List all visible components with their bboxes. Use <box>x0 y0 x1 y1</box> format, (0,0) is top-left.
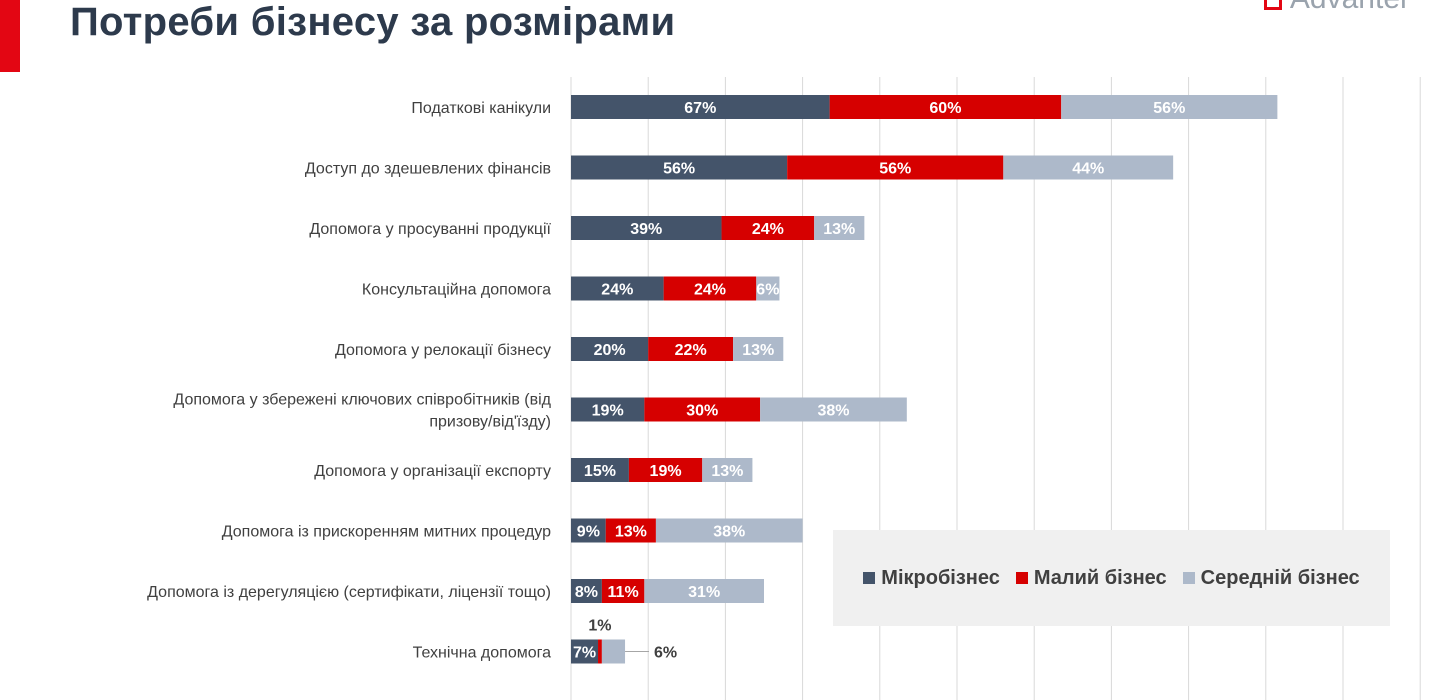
bar-5-series-2 <box>648 337 734 361</box>
page-title: Потреби бізнесу за розмірами <box>70 0 676 44</box>
bar-10-series-2 <box>598 639 602 664</box>
bar-7-series-2 <box>628 458 703 482</box>
data-label-6-series-2: 30% <box>686 403 718 420</box>
bar-3-series-3 <box>814 216 865 240</box>
bar-5-series-3 <box>733 337 784 361</box>
bar-1-series-1 <box>571 95 830 119</box>
bar-4-series-3 <box>756 276 780 301</box>
bar-1-series-2 <box>829 95 1062 119</box>
category-label-3: Допомога у просуванні продукції <box>309 221 551 238</box>
legend-swatch-medium <box>1182 572 1195 584</box>
data-label-4-series-1: 24% <box>601 282 633 299</box>
category-label-1: Податкові канікули <box>411 100 551 117</box>
data-label-8-series-1: 9% <box>577 524 600 541</box>
data-label-2-series-3: 44% <box>1072 161 1104 178</box>
legend-item-small: Малий бізнес <box>1015 566 1167 590</box>
legend-label-medium: Середній бізнес <box>1200 566 1360 589</box>
data-label-9-series-3: 31% <box>688 584 720 601</box>
data-label-7-series-3: 13% <box>711 463 743 480</box>
data-label-5-series-3: 13% <box>742 342 774 359</box>
category-label-6-line-1: Допомога у збережені ключових співробітн… <box>173 392 551 409</box>
legend-swatch-micro <box>863 572 876 584</box>
bar-10-series-1 <box>571 639 599 664</box>
bar-1-series-3 <box>1061 95 1278 119</box>
legend-label-small: Малий бізнес <box>1033 566 1167 589</box>
bar-3-series-1 <box>571 216 722 240</box>
data-label-3-series-2: 24% <box>752 221 784 238</box>
category-label-4: Консультаційна допомога <box>362 282 551 299</box>
legend-label-micro: Мікробізнес <box>881 566 1000 589</box>
bar-6-series-3 <box>760 397 907 422</box>
data-label-7-series-2: 19% <box>650 463 682 480</box>
data-label-8-series-3: 38% <box>713 524 745 541</box>
data-label-2-series-1: 56% <box>663 161 695 178</box>
data-label-9-series-2: 11% <box>608 584 639 601</box>
data-label-6-series-3: 38% <box>817 403 849 420</box>
bar-4-series-2 <box>663 276 757 301</box>
bar-8-series-2 <box>605 518 656 543</box>
data-label-8-series-2: 13% <box>615 524 647 541</box>
bar-2-series-2 <box>787 155 1004 180</box>
data-label-1-series-3: 56% <box>1153 100 1185 117</box>
data-label-4-series-2: 24% <box>694 282 726 299</box>
data-label-3-series-3: 13% <box>823 221 855 238</box>
bar-7-series-3 <box>702 458 753 482</box>
data-label-10-series-2: 1% <box>588 618 611 635</box>
chart-legend: Мікробізнес Малий бізнес Середній бізнес <box>833 530 1390 626</box>
data-label-2-series-2: 56% <box>879 161 911 178</box>
accent-strip <box>0 0 20 72</box>
data-label-10-series-3: 6% <box>654 645 677 662</box>
data-label-4-series-3: 6% <box>756 282 779 299</box>
data-label-10-series-1: 7% <box>573 645 596 662</box>
bar-3-series-2 <box>721 216 815 240</box>
data-label-9-series-1: 8% <box>575 584 598 601</box>
legend-item-micro: Мікробізнес <box>863 567 1000 590</box>
category-label-8: Допомога із прискоренням митних процедур <box>222 524 551 541</box>
bar-7-series-1 <box>571 458 629 482</box>
bar-6-series-1 <box>571 397 645 422</box>
bar-8-series-1 <box>571 518 606 543</box>
bar-10-series-3 <box>601 639 626 664</box>
category-label-7: Допомога у організації експорту <box>314 463 551 480</box>
data-label-3-series-1: 39% <box>630 221 662 238</box>
bar-2-series-3 <box>1003 155 1174 180</box>
logo-mark-icon <box>1263 0 1282 10</box>
bar-9-series-1 <box>571 579 602 603</box>
bar-8-series-3 <box>655 518 803 543</box>
bar-4-series-1 <box>571 276 664 301</box>
bar-6-series-2 <box>644 397 761 422</box>
data-label-5-series-1: 20% <box>594 342 626 359</box>
category-label-2: Доступ до здешевлених фінансів <box>305 161 551 178</box>
data-label-7-series-1: 15% <box>584 463 616 480</box>
bar-2-series-1 <box>571 155 788 180</box>
legend-swatch-small <box>1015 572 1028 584</box>
category-label-9: Допомога із дерегуляцією (сертифікати, л… <box>147 584 551 601</box>
data-label-6-series-1: 19% <box>592 403 624 420</box>
data-label-5-series-2: 22% <box>675 342 707 359</box>
data-label-1-series-2: 60% <box>929 100 961 117</box>
bar-9-series-3 <box>644 579 764 603</box>
bar-5-series-1 <box>571 337 649 361</box>
category-label-10: Технічна допомога <box>413 645 552 662</box>
data-label-1-series-1: 67% <box>684 100 716 117</box>
category-label-5: Допомога у релокації бізнесу <box>335 342 551 359</box>
legend-item-medium: Середній бізнес <box>1182 566 1360 590</box>
bar-9-series-2 <box>601 579 645 603</box>
category-label-6-line-2: призову/від'їзду) <box>429 414 551 431</box>
